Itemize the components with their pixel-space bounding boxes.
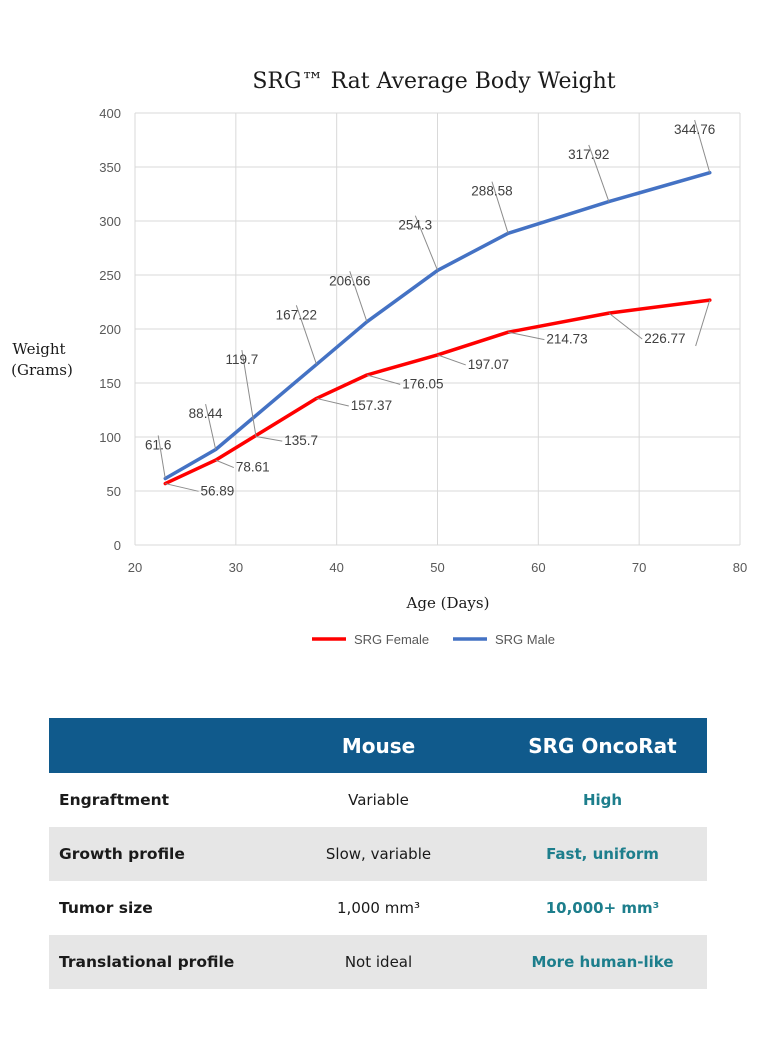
female-data-label-leader-line (507, 331, 545, 341)
male-data-label: 317.92 (568, 147, 609, 162)
row-mouse-value: 1,000 mm³ (337, 899, 420, 917)
line-chart: SRG™ Rat Average Body Weight 0 50 100 150 20… (11, 69, 747, 647)
male-data-label: 167.22 (276, 307, 317, 322)
male-data-label: 119.7 (225, 352, 258, 367)
legend-label-female: SRG Female (354, 632, 429, 647)
x-axis-title: Age (Days) (406, 594, 490, 612)
female-data-label-leader-line (695, 299, 711, 347)
x-tick-label: 70 (632, 560, 646, 575)
series-line-srg-male (163, 170, 712, 481)
y-axis-title-line1: Weight (12, 340, 65, 358)
y-tick-label: 0 (114, 538, 121, 553)
row-mouse-value: Slow, variable (259, 827, 498, 881)
female-data-label-leader-line (366, 374, 401, 385)
female-data-label: 56.89 (201, 483, 235, 498)
series-layer (163, 170, 712, 486)
male-data-label: 254.3 (398, 218, 432, 233)
y-tick-label: 100 (99, 430, 121, 445)
row-feature: Translational profile (49, 935, 259, 989)
male-data-label-leader-line (205, 403, 217, 450)
table-row: Tumor size 1,000 mm³ 10,000+ mm³ (49, 881, 707, 935)
table-row: Growth profile Slow, variable Fast, unif… (49, 827, 707, 881)
x-tick-label: 40 (329, 560, 343, 575)
header-cell-mouse: Mouse (259, 718, 498, 773)
male-data-label: 61.6 (145, 437, 171, 452)
legend: SRG Female SRG Male (312, 632, 555, 647)
x-tick-label: 60 (531, 560, 545, 575)
male-data-label-leader-line (491, 181, 509, 234)
legend-label-male: SRG Male (495, 632, 555, 647)
row-mouse-value: Variable (348, 791, 409, 809)
row-feature: Engraftment (59, 791, 170, 809)
header-cell-empty (49, 718, 259, 773)
female-data-label: 197.07 (468, 357, 509, 372)
y-tick-label: 50 (107, 484, 121, 499)
series-line-srg-female (163, 298, 712, 486)
x-tick-label: 30 (229, 560, 243, 575)
female-data-label-leader-line (215, 459, 235, 469)
x-tick-label: 50 (430, 560, 444, 575)
male-data-label-leader-line (241, 350, 257, 437)
row-rat-value: More human-like (498, 935, 707, 989)
male-data-label-leader-line (694, 119, 711, 173)
y-tick-label: 350 (99, 160, 121, 175)
male-data-label: 288.58 (471, 184, 512, 199)
female-data-label-leader-line (437, 354, 466, 366)
female-data-label: 214.73 (546, 332, 587, 347)
female-data-label-leader-line (608, 312, 643, 340)
chart-title: SRG™ Rat Average Body Weight (252, 69, 615, 94)
female-data-label: 78.61 (236, 460, 270, 475)
y-tick-label: 250 (99, 268, 121, 283)
row-feature: Growth profile (49, 827, 259, 881)
female-data-label: 157.37 (351, 398, 392, 413)
y-tick-label: 300 (99, 214, 121, 229)
female-data-label: 226.77 (644, 331, 685, 346)
female-data-label-leader-line (165, 483, 199, 492)
male-data-label: 344.76 (674, 122, 715, 137)
female-data-label-leader-line (255, 436, 283, 442)
male-data-label-leader-line (295, 305, 317, 365)
male-data-label-leader-line (157, 435, 166, 479)
row-rat-value: Fast, uniform (498, 827, 707, 881)
y-tick-label: 200 (99, 322, 121, 337)
y-tick-label: 150 (99, 376, 121, 391)
row-feature: Tumor size (59, 899, 153, 917)
comparison-table: Mouse SRG OncoRat Engraftment Variable H… (49, 718, 707, 989)
female-data-label: 176.05 (402, 376, 443, 391)
header-cell-srg-oncorat: SRG OncoRat (498, 718, 707, 773)
female-data-label: 135.7 (284, 433, 318, 448)
x-tick-label: 20 (128, 560, 142, 575)
male-data-label-leader-line (588, 144, 610, 202)
row-mouse-value: Not ideal (259, 935, 498, 989)
table-header-row: Mouse SRG OncoRat (49, 718, 707, 773)
male-data-label: 206.66 (329, 273, 370, 288)
male-data-label-leader-line (414, 215, 438, 271)
table-row: Engraftment Variable High (49, 773, 707, 827)
male-data-label-leader-line (349, 271, 368, 322)
row-rat-value: 10,000+ mm³ (545, 899, 660, 917)
y-axis-title-line2: (Grams) (11, 361, 73, 379)
female-data-label-leader-line (316, 397, 349, 407)
row-rat-value: High (582, 791, 623, 809)
axes: 0 50 100 150 200 250 300 350 400 20 30 40 50 60 70 80 (99, 106, 747, 575)
x-tick-label: 80 (733, 560, 747, 575)
gridlines (134, 112, 741, 546)
y-tick-label: 400 (99, 106, 121, 121)
male-data-label: 88.44 (189, 406, 223, 421)
table-row: Translational profile Not ideal More hum… (49, 935, 707, 989)
